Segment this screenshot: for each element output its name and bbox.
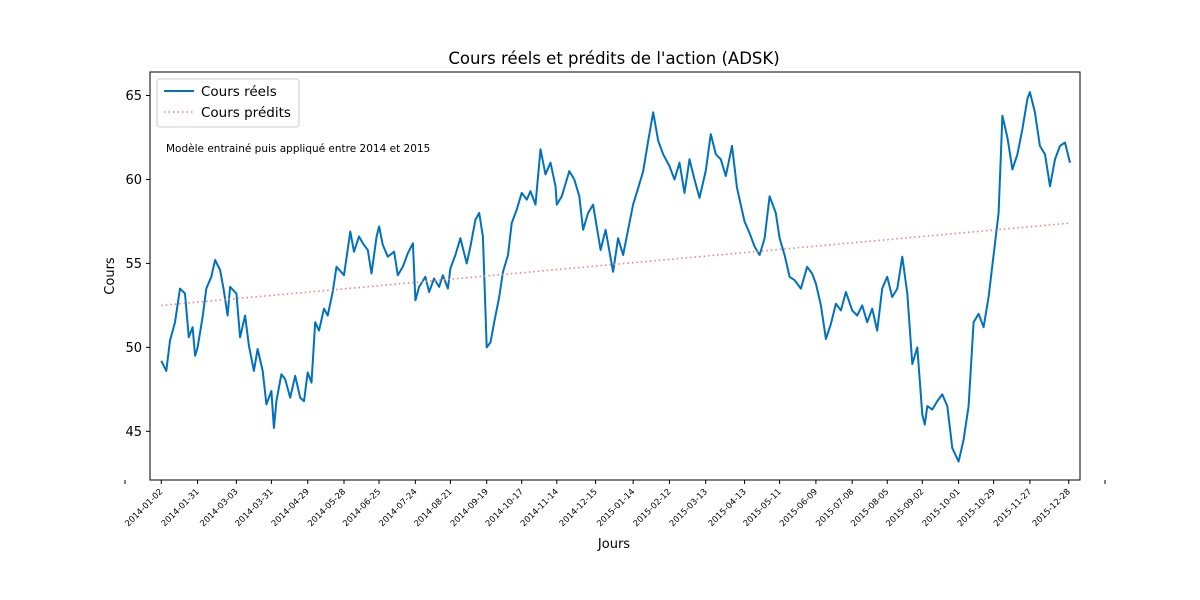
x-tick-label: 2015-12-28 bbox=[1031, 487, 1073, 529]
plot-area-frame bbox=[149, 71, 1081, 481]
series-layer bbox=[160, 91, 1071, 463]
chart-annotation: Modèle entrainé puis appliqué entre 2014… bbox=[166, 143, 430, 155]
x-axis: 2014-01-022014-01-312014-03-032014-03-31… bbox=[123, 480, 1106, 529]
y-axis-label: Cours bbox=[103, 257, 118, 295]
legend-label-predicted: Cours prédits bbox=[201, 105, 291, 121]
y-tick-label: 55 bbox=[125, 257, 142, 272]
x-tick-label: 2014-01-31 bbox=[160, 487, 202, 529]
y-tick-label: 45 bbox=[125, 425, 142, 440]
x-tick-label: 2015-11-27 bbox=[992, 487, 1034, 529]
x-tick-label: 2015-03-13 bbox=[668, 487, 710, 529]
series-line-actual bbox=[160, 91, 1071, 463]
x-tick-label: 2014-11-14 bbox=[519, 487, 561, 529]
y-tick-label: 60 bbox=[125, 173, 142, 188]
legend: Cours réels Cours prédits bbox=[156, 78, 300, 128]
chart-title: Cours réels et prédits de l'action (ADSK… bbox=[448, 49, 779, 68]
legend-label-actual: Cours réels bbox=[201, 84, 277, 100]
y-tick-label: 50 bbox=[125, 341, 142, 356]
y-tick-label: 65 bbox=[125, 89, 142, 104]
x-tick-label: 2014-12-15 bbox=[558, 487, 600, 529]
x-axis-label: Jours bbox=[597, 537, 630, 552]
y-axis: 45 50 55 60 65 bbox=[125, 89, 150, 440]
series-line-predicted bbox=[161, 222, 1071, 307]
